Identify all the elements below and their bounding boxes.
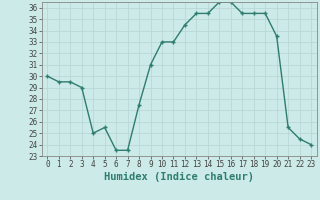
X-axis label: Humidex (Indice chaleur): Humidex (Indice chaleur) [104, 172, 254, 182]
